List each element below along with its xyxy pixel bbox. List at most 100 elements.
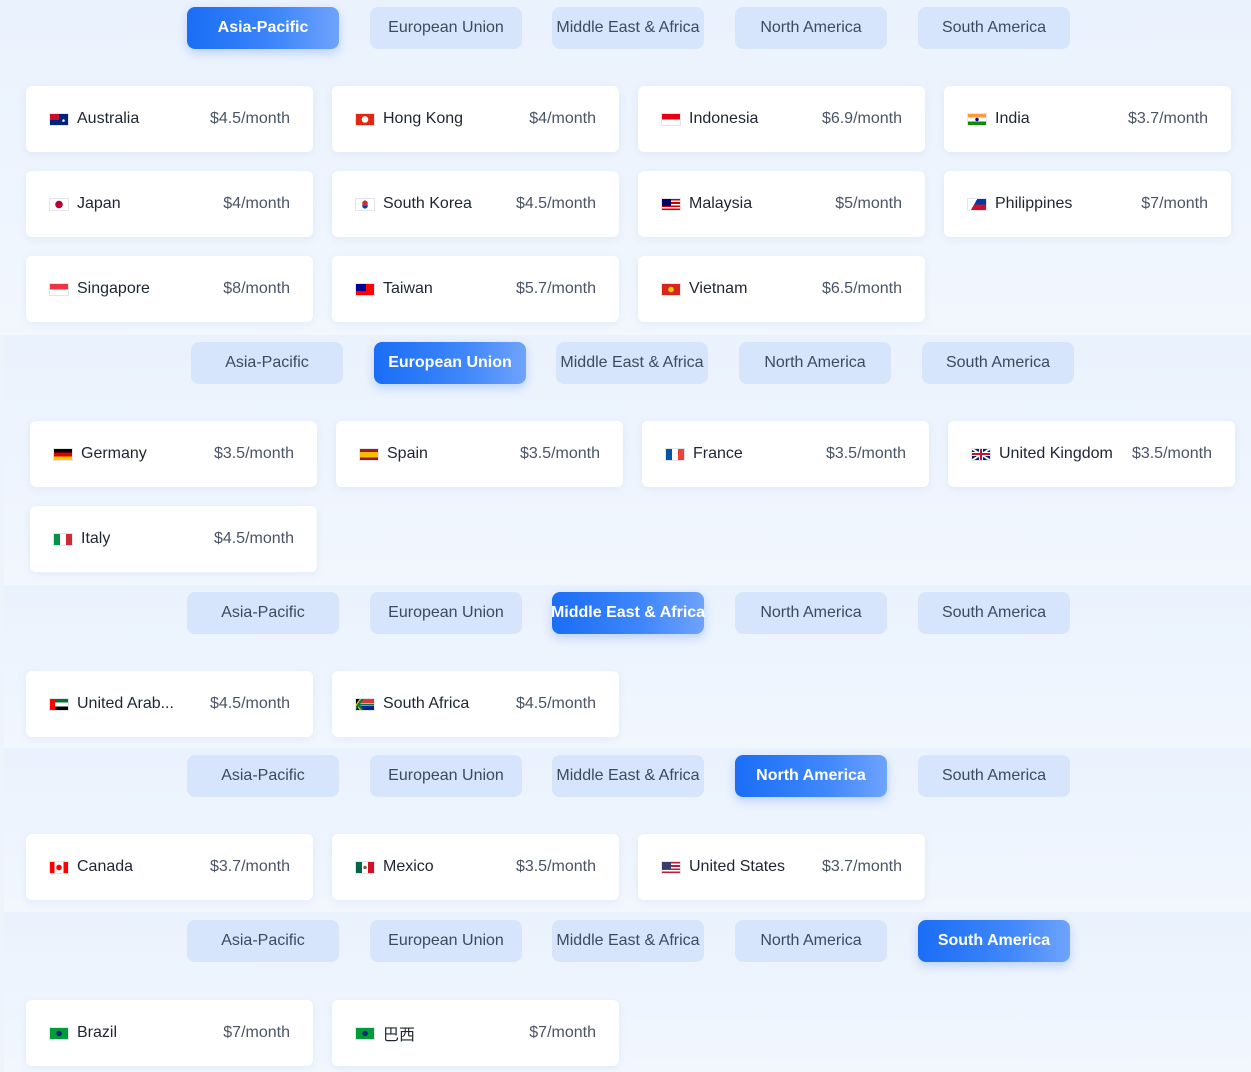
tab-north-america[interactable]: North America — [735, 755, 887, 797]
country-price: $7/month — [529, 1024, 596, 1041]
country-price: $8/month — [223, 280, 290, 297]
us-flag-icon — [661, 860, 681, 874]
country-card[interactable]: Italy $4.5/month — [30, 506, 317, 572]
tab-south-america[interactable]: South America — [922, 342, 1074, 384]
sg-flag-icon — [49, 282, 69, 296]
tab-european-union[interactable]: European Union — [370, 920, 522, 962]
region-section-european-union: Asia-Pacific European Union Middle East & … — [4, 335, 1251, 585]
country-price: $3.5/month — [213, 445, 294, 462]
country-card[interactable]: United States $3.7/month — [638, 834, 925, 900]
country-card[interactable]: Japan $4/month — [26, 171, 313, 237]
country-name: United Arab... — [77, 695, 174, 712]
tab-middle-east-and-africa[interactable]: Middle East & Africa — [551, 592, 705, 634]
country-card[interactable]: Australia $4.5/month — [26, 86, 313, 152]
tw-flag-icon — [355, 282, 375, 296]
region-section-middle-east-and-africa: Asia-Pacific European Union Middle East & … — [4, 585, 1251, 748]
tab-asia-pacific[interactable]: Asia-Pacific — [187, 7, 339, 49]
mx-flag-icon — [355, 860, 375, 874]
country-name: Spain — [387, 445, 428, 462]
country-name: Taiwan — [383, 280, 433, 297]
country-price: $3.7/month — [821, 858, 902, 875]
country-name: France — [693, 445, 743, 462]
country-card[interactable]: India $3.7/month — [944, 86, 1231, 152]
country-name: Canada — [77, 858, 134, 875]
country-card[interactable]: Germany $3.5/month — [30, 421, 317, 487]
vn-flag-icon — [661, 282, 681, 296]
tab-south-america[interactable]: South America — [918, 7, 1070, 49]
country-card[interactable]: Singapore $8/month — [26, 256, 313, 322]
country-name: Vietnam — [689, 280, 748, 297]
tab-european-union[interactable]: European Union — [370, 755, 522, 797]
country-name: Malaysia — [689, 195, 753, 212]
tab-south-america[interactable]: South America — [918, 755, 1070, 797]
country-card[interactable]: Malaysia $5/month — [638, 171, 925, 237]
tab-south-america[interactable]: South America — [918, 920, 1070, 962]
tab-asia-pacific[interactable]: Asia-Pacific — [191, 342, 343, 384]
es-flag-icon — [359, 447, 379, 461]
country-card[interactable]: South Korea $4.5/month — [332, 171, 619, 237]
tab-north-america[interactable]: North America — [739, 342, 891, 384]
country-price: $4/month — [223, 195, 290, 212]
au-flag-icon — [49, 112, 69, 126]
ca-flag-icon — [49, 860, 69, 874]
country-card[interactable]: Hong Kong $4/month — [332, 86, 619, 152]
tab-middle-east-and-africa[interactable]: Middle East & Africa — [552, 7, 704, 49]
country-name: Philippines — [995, 195, 1073, 212]
in-flag-icon — [967, 112, 987, 126]
ph-flag-icon — [967, 197, 987, 211]
country-price: $7/month — [1141, 195, 1208, 212]
country-card[interactable]: Mexico $3.5/month — [332, 834, 619, 900]
country-card[interactable]: South Africa $4.5/month — [332, 671, 619, 737]
tab-asia-pacific[interactable]: Asia-Pacific — [187, 592, 339, 634]
region-tabs: Asia-Pacific European Union Middle East & … — [0, 7, 1251, 49]
country-price: $3.7/month — [209, 858, 290, 875]
tab-north-america[interactable]: North America — [735, 7, 887, 49]
country-price: $3.5/month — [515, 858, 596, 875]
country-price: $5/month — [835, 195, 902, 212]
country-card[interactable]: Indonesia $6.9/month — [638, 86, 925, 152]
country-name: United Kingdom — [999, 445, 1113, 462]
br-flag-icon — [49, 1026, 69, 1040]
country-name: Japan — [77, 195, 121, 212]
country-card[interactable]: Brazil $7/month — [26, 1000, 313, 1066]
country-price: $3.5/month — [519, 445, 600, 462]
country-name: Indonesia — [689, 110, 759, 127]
hk-flag-icon — [355, 112, 375, 126]
tab-north-america[interactable]: North America — [735, 592, 887, 634]
country-name: Italy — [81, 530, 111, 547]
country-card[interactable]: Spain $3.5/month — [336, 421, 623, 487]
country-card[interactable]: Taiwan $5.7/month — [332, 256, 619, 322]
country-name: Mexico — [383, 858, 434, 875]
country-card[interactable]: Canada $3.7/month — [26, 834, 313, 900]
tab-south-america[interactable]: South America — [918, 592, 1070, 634]
country-card[interactable]: United Arab... $4.5/month — [26, 671, 313, 737]
country-name: Germany — [81, 445, 147, 462]
country-price: $3.7/month — [1127, 110, 1208, 127]
country-price: $3.5/month — [825, 445, 906, 462]
region-section-north-america: Asia-Pacific European Union Middle East & … — [4, 748, 1251, 912]
country-price: $4.5/month — [213, 530, 294, 547]
country-name: Brazil — [77, 1024, 118, 1041]
country-price: $7/month — [223, 1024, 290, 1041]
region-tabs: Asia-Pacific European Union Middle East & … — [4, 755, 1251, 797]
country-card[interactable]: Philippines $7/month — [944, 171, 1231, 237]
tab-european-union[interactable]: European Union — [370, 7, 522, 49]
country-card[interactable]: France $3.5/month — [642, 421, 929, 487]
country-card[interactable]: Vietnam $6.5/month — [638, 256, 925, 322]
tab-middle-east-and-africa[interactable]: Middle East & Africa — [552, 920, 704, 962]
country-card[interactable]: 巴西 $7/month — [332, 1000, 619, 1066]
it-flag-icon — [53, 532, 73, 546]
tab-asia-pacific[interactable]: Asia-Pacific — [187, 920, 339, 962]
region-section-south-america: Asia-Pacific European Union Middle East & … — [4, 912, 1251, 1072]
country-price: $6.5/month — [821, 280, 902, 297]
tab-european-union[interactable]: European Union — [374, 342, 526, 384]
country-price: $3.5/month — [1131, 445, 1212, 462]
country-card[interactable]: United Kingdom $3.5/month — [948, 421, 1235, 487]
tab-european-union[interactable]: European Union — [370, 592, 522, 634]
country-price: $6.9/month — [821, 110, 902, 127]
country-name: India — [995, 110, 1030, 127]
tab-north-america[interactable]: North America — [735, 920, 887, 962]
tab-middle-east-and-africa[interactable]: Middle East & Africa — [552, 755, 704, 797]
tab-middle-east-and-africa[interactable]: Middle East & Africa — [556, 342, 708, 384]
tab-asia-pacific[interactable]: Asia-Pacific — [187, 755, 339, 797]
